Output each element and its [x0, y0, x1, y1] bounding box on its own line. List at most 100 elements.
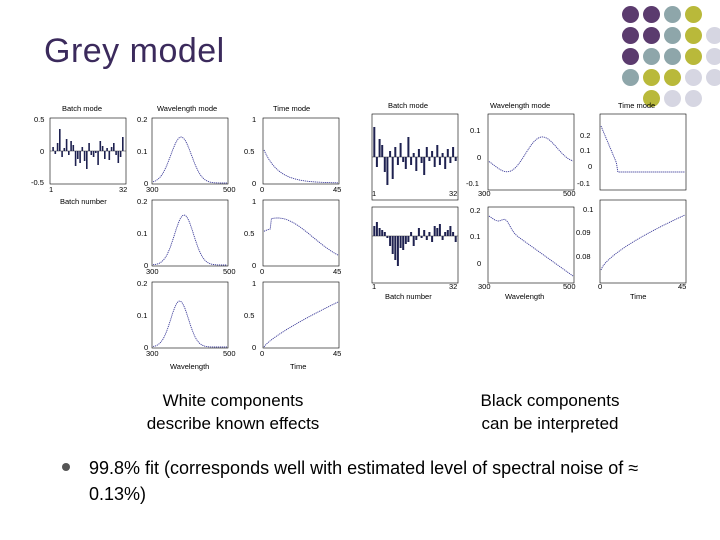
deco-dot — [685, 27, 702, 44]
x-axis-label: Batch number — [385, 292, 432, 301]
bar — [402, 236, 405, 250]
bar — [407, 236, 410, 242]
bar — [119, 151, 122, 157]
x-tick-label: 500 — [223, 185, 236, 194]
bar — [52, 147, 54, 151]
x-tick-label: 0 — [260, 267, 264, 276]
y-tick-label: 0.09 — [576, 228, 591, 237]
bar — [410, 157, 413, 165]
bar — [378, 228, 381, 236]
right-wavelength-panels: 0.1 0 -0.1 0.2 0.1 0 300 500 300 500 Wav… — [466, 113, 576, 301]
right-caption-line2: can be interpreted — [481, 414, 619, 433]
bar — [108, 151, 111, 160]
x-axis-label: Batch number — [60, 197, 107, 206]
bar — [449, 226, 452, 236]
panel-title: Batch mode — [388, 101, 428, 110]
bar — [444, 232, 447, 236]
right-batch-panels: 1 32 1 32 Batch number — [371, 113, 459, 301]
bullet-icon — [62, 463, 70, 471]
deco-dot — [643, 6, 660, 23]
y-tick-label: 0.1 — [583, 205, 593, 214]
panel-title: Time mode — [618, 101, 655, 110]
deco-dot — [664, 90, 681, 107]
bar — [396, 157, 399, 165]
bar — [74, 151, 77, 166]
bar — [449, 157, 452, 163]
deco-dot — [706, 27, 720, 44]
bar — [375, 222, 378, 236]
bar — [425, 147, 428, 157]
bar — [446, 230, 449, 236]
y-tick-label: 0 — [252, 179, 256, 188]
y-tick-label: 0.1 — [137, 229, 147, 238]
x-tick-label: 500 — [563, 282, 576, 291]
bar — [431, 151, 434, 157]
bar — [61, 151, 63, 157]
bar — [122, 137, 124, 151]
bar — [412, 236, 415, 246]
left-caption-line1: White components — [162, 391, 304, 410]
bar — [389, 236, 392, 246]
bar — [391, 236, 394, 254]
bar — [113, 143, 115, 151]
x-tick-label: 500 — [223, 349, 236, 358]
bar — [378, 139, 381, 157]
bar — [70, 141, 72, 151]
y-tick-label: -0.1 — [466, 179, 479, 188]
y-tick-label: 1 — [252, 197, 256, 206]
bar — [452, 147, 455, 157]
x-tick-label: 500 — [563, 189, 576, 198]
bar — [404, 236, 407, 244]
bar — [81, 147, 84, 151]
bar — [97, 151, 99, 165]
deco-dot — [685, 6, 702, 23]
bar — [410, 232, 413, 236]
y-tick-label: 0 — [144, 343, 148, 352]
bar — [402, 157, 405, 162]
left-batch-panel: 0.5 0 -0.5 1 32 Batch number — [31, 115, 127, 206]
bar — [381, 145, 384, 157]
x-tick-label: 300 — [146, 267, 159, 276]
bar — [72, 145, 75, 151]
x-tick-label: 0 — [260, 185, 264, 194]
x-tick-label: 300 — [478, 282, 491, 291]
bar — [417, 149, 420, 157]
panel-title: Batch mode — [62, 104, 102, 113]
bar — [441, 153, 444, 157]
y-tick-label: 0.08 — [576, 252, 591, 261]
left-caption: White components describe known effects — [118, 389, 348, 435]
y-tick-label: 0 — [40, 147, 44, 156]
left-time-panels: 1 0.5 0 1 0.5 0 1 0.5 0 0 45 0 45 0 45 T… — [244, 115, 341, 371]
x-tick-label: 1 — [372, 282, 376, 291]
left-figure: Batch mode Wavelength mode Time mode 0.5… — [31, 104, 341, 371]
bar — [77, 151, 79, 159]
bar — [438, 224, 441, 236]
bar — [423, 230, 426, 236]
bar — [79, 151, 81, 163]
bar — [438, 157, 441, 165]
left-caption-line2: describe known effects — [146, 414, 320, 433]
bar — [95, 151, 97, 153]
x-tick-label: 32 — [119, 185, 127, 194]
bar — [106, 148, 108, 151]
deco-dot — [643, 69, 660, 86]
x-tick-label: 45 — [678, 282, 686, 291]
bar — [383, 232, 386, 236]
y-tick-label: 0.1 — [580, 146, 590, 155]
y-tick-label: 0.1 — [137, 311, 147, 320]
y-tick-label: 0 — [588, 162, 592, 171]
deco-dot — [622, 69, 639, 86]
x-tick-label: 32 — [449, 189, 457, 198]
bar — [117, 151, 120, 163]
x-axis-label: Wavelength — [505, 292, 544, 301]
deco-dot — [685, 90, 702, 107]
deco-dot — [622, 48, 639, 65]
y-tick-label: 0.5 — [244, 311, 254, 320]
bar — [412, 153, 415, 157]
deco-dot — [664, 6, 681, 23]
bar — [436, 145, 439, 157]
bar — [428, 232, 431, 236]
panel-title: Time mode — [273, 104, 310, 113]
bar — [428, 157, 431, 161]
bar — [383, 157, 386, 172]
